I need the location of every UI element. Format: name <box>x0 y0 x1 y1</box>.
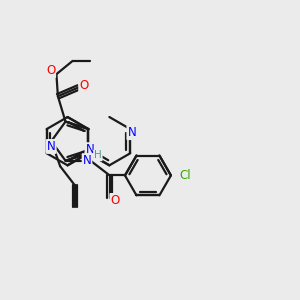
Text: N: N <box>85 143 94 156</box>
Text: N: N <box>82 154 91 167</box>
Text: O: O <box>79 79 88 92</box>
Text: N: N <box>128 126 136 139</box>
Text: O: O <box>110 194 120 207</box>
Text: O: O <box>46 64 55 77</box>
Text: H: H <box>94 150 102 161</box>
Text: N: N <box>47 140 56 153</box>
Text: Cl: Cl <box>179 169 191 182</box>
